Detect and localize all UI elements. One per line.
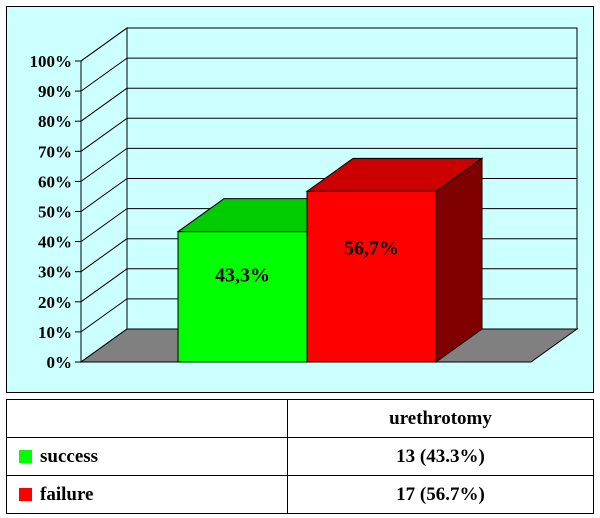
chart-area: 0% 10% 20% 30% 40% 50% 60% 70% 80% 90% 100% 43,3% 5… (6, 6, 594, 393)
bar-value-label-failure: 56,7% (344, 238, 399, 260)
y-tick-label: 100% (30, 52, 73, 71)
table-row-label: success (40, 445, 99, 467)
y-tick-label: 50% (38, 203, 72, 222)
gridline-side (80, 208, 128, 243)
gridline-side (80, 27, 128, 62)
table-header-row: urethrotomy (6, 399, 594, 438)
y-tick-label: 60% (38, 172, 72, 191)
bar-failure-side (435, 157, 483, 363)
table-row: failure 17 (56.7%) (6, 475, 594, 514)
table-row-label-cell: failure (6, 475, 288, 514)
table-row: success 13 (43.3%) (6, 437, 594, 476)
bar-chart: 0% 10% 20% 30% 40% 50% 60% 70% 80% 90% 100% 43,3% 5… (30, 27, 579, 372)
gridline-side (80, 268, 128, 303)
chart-bars (176, 157, 484, 363)
table-header-empty-cell (6, 399, 288, 438)
table-column-header: urethrotomy (287, 399, 594, 438)
bar-value-label-success: 43,3% (215, 265, 270, 287)
y-tick-label: 80% (38, 112, 72, 131)
bar-failure (306, 190, 437, 363)
bar-value-labels: 43,3% 56,7% (215, 238, 399, 287)
gridline-side (80, 147, 128, 182)
legend-swatch-success (19, 449, 32, 463)
y-tick-label: 70% (38, 142, 72, 161)
table-row-label-cell: success (6, 437, 288, 476)
y-axis-tick-labels: 0% 10% 20% 30% 40% 50% 60% 70% 80% 90% 100% (30, 52, 82, 372)
bar-success (177, 231, 308, 363)
y-tick-label: 10% (38, 323, 72, 342)
y-tick-label: 30% (38, 263, 72, 282)
table-row-value: 13 (43.3%) (287, 437, 594, 476)
table-row-value: 17 (56.7%) (287, 475, 594, 514)
gridline-side (80, 87, 128, 122)
data-table: urethrotomy success 13 (43.3%) failure 1… (6, 399, 594, 514)
gridline-side (80, 298, 128, 333)
gridline-side (80, 178, 128, 212)
table-row-label: failure (40, 483, 94, 505)
gridline-side (80, 238, 128, 273)
gridline-side (80, 117, 128, 152)
legend-swatch-failure (19, 487, 32, 501)
y-tick-label: 20% (38, 293, 72, 312)
y-tick-label: 0% (47, 353, 73, 372)
y-tick-label: 40% (38, 233, 72, 252)
y-tick-label: 90% (38, 82, 72, 101)
gridline-side (80, 57, 128, 92)
